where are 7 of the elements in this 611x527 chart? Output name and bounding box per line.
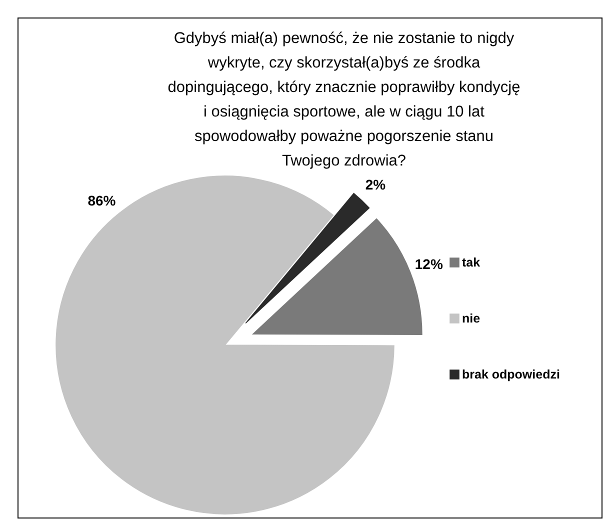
chart-title: Gdybyś miał(a) pewność, że nie zostanie to nigdy wykryte, czy skorzystał(a)byś ze środka dopingującego, który znacznie poprawiłby kondycję i osiągnięcia sportowe, ale w ciągu 10 lat spowodowałby poważne pogorszenie stanu Twojego zdrowia?: [168, 30, 520, 170]
legend-label: nie: [462, 311, 480, 326]
data-label: 86%: [88, 192, 116, 208]
data-label: 2%: [365, 176, 386, 193]
legend-label: tak: [462, 255, 480, 270]
legend-label: brak odpowiedzi: [462, 367, 560, 382]
data-label: 12%: [414, 256, 444, 272]
